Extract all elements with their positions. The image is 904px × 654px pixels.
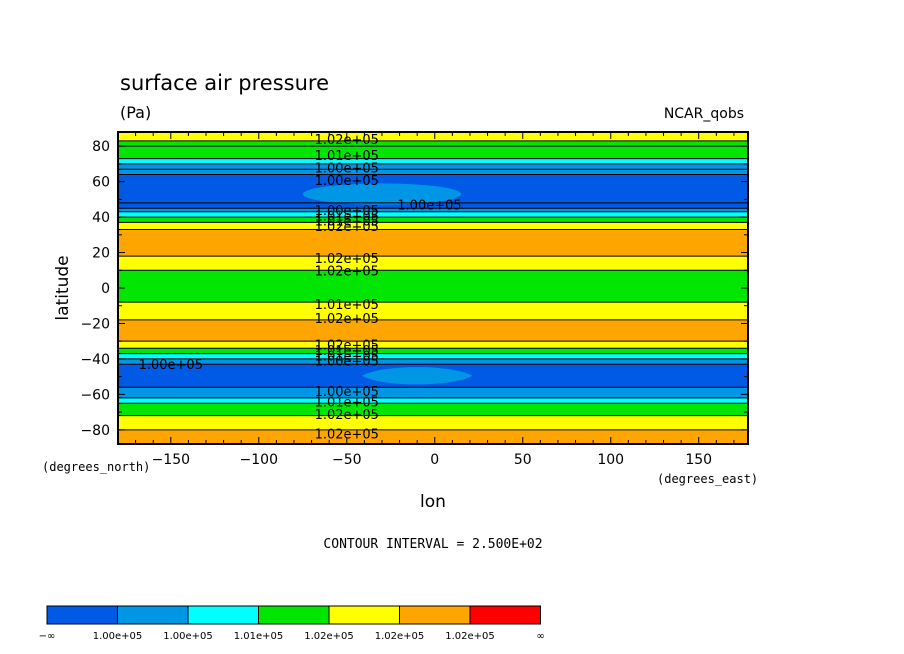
contour-band — [118, 353, 748, 359]
dataset-label: NCAR_qobs — [664, 106, 744, 122]
contour-label: 1.02e+05 — [315, 339, 379, 354]
contour-band — [118, 229, 748, 257]
x-tick-label: 0 — [430, 452, 439, 468]
y-tick-label: −20 — [80, 316, 110, 332]
contour-label: 1.01e+05 — [315, 209, 379, 224]
colorbar-label: 1.00e+05 — [93, 631, 143, 642]
colorbar-label: 1.01e+05 — [234, 631, 284, 642]
colorbar-label: 1.02e+05 — [304, 631, 354, 642]
x-tick-label: −100 — [240, 452, 278, 468]
y-tick-label: 40 — [92, 210, 110, 226]
contour-label: 1.02e+05 — [315, 264, 379, 279]
contour-label: 1.02e+05 — [315, 408, 379, 423]
contour-band — [118, 397, 748, 404]
contour-label: 1.02e+05 — [315, 220, 379, 235]
x-axis-label: lon — [420, 492, 446, 512]
contour-band — [118, 358, 748, 365]
colorbar-swatch — [258, 605, 330, 625]
contour-label: 1.02e+05 — [315, 312, 379, 327]
colorbar-swatch — [399, 605, 471, 625]
contour-label: 1.01e+05 — [315, 149, 379, 164]
colorbar-label: 1.00e+05 — [163, 631, 213, 642]
contour-label: 1.00e+05 — [315, 174, 379, 189]
colorbar-label: 1.02e+05 — [445, 631, 495, 642]
y-tick-label: 0 — [101, 281, 110, 297]
x-tick-label: 100 — [597, 452, 624, 468]
y-tick-label: 80 — [92, 139, 110, 155]
plot-area: 1.02e+051.01e+051.00e+051.00e+051.00e+05… — [118, 132, 748, 444]
contour-band — [118, 302, 748, 320]
y-axis-label: latitude — [53, 255, 73, 320]
contour-band — [118, 217, 748, 223]
contour-label: 1.00e+05 — [315, 204, 379, 219]
contour-band — [118, 256, 748, 271]
contour-region — [302, 183, 462, 205]
contour-band — [118, 132, 748, 141]
colorbar-swatch — [46, 605, 118, 625]
contour-band — [118, 429, 748, 444]
contour-label: 1.02e+05 — [315, 427, 379, 442]
contour-band — [118, 348, 748, 354]
contour-label: 1.02e+05 — [315, 252, 379, 267]
contour-band — [118, 415, 748, 430]
contour-band — [118, 158, 748, 164]
y-tick-label: −60 — [80, 387, 110, 403]
axes: −150 −100 −50 0 50 100 150 80 60 40 20 0 −20 −40 −60 −8… — [80, 131, 749, 468]
contour-band — [118, 341, 748, 349]
contour-label: 1.00e+05 — [315, 161, 379, 176]
x-tick-label: −150 — [152, 452, 190, 468]
chart-title: surface air pressure — [120, 71, 329, 95]
contour-fill: 1.02e+051.01e+051.00e+051.00e+051.00e+05… — [118, 132, 748, 444]
contour-band — [118, 387, 748, 398]
contour-label: 1.00e+05 — [315, 385, 379, 400]
y-tick-label: 60 — [92, 175, 110, 191]
colorbar-swatch — [187, 605, 259, 625]
contour-band — [118, 208, 748, 212]
colorbar-swatch — [328, 605, 400, 625]
contour-band — [118, 222, 748, 230]
contour-label: 1.01e+05 — [315, 395, 379, 410]
contour-region — [361, 367, 473, 385]
y-units-label: (degrees_north) — [42, 460, 150, 474]
contour-label: 1.00e+05 — [315, 355, 379, 370]
contour-band — [118, 211, 748, 218]
colorbar-label: ∞ — [536, 631, 544, 642]
contour-band — [118, 169, 748, 175]
contour-label: 1.01e+05 — [315, 298, 379, 313]
contour-interval-note: CONTOUR INTERVAL = 2.500E+02 — [323, 537, 542, 552]
contour-label: 1.01e+05 — [315, 344, 379, 359]
x-tick-label: 150 — [685, 452, 712, 468]
contour-label: 1.01e+05 — [315, 349, 379, 364]
y-tick-label: −80 — [80, 423, 110, 439]
contour-label: 1.02e+05 — [315, 133, 379, 148]
contour-label: 1.01e+05 — [315, 215, 379, 230]
colorbar-swatch — [469, 605, 541, 625]
y-tick-label: −40 — [80, 352, 110, 368]
contour-band — [118, 319, 748, 342]
colorbar-swatch — [117, 605, 189, 625]
colorbar-label: −∞ — [39, 631, 56, 642]
contour-label: 1.00e+05 — [397, 199, 461, 214]
y-tick-label: 20 — [92, 246, 110, 262]
contour-band — [118, 146, 748, 159]
contour-band — [118, 202, 748, 209]
x-tick-label: −50 — [332, 452, 362, 468]
colorbar-label: 1.02e+05 — [375, 631, 425, 642]
contour-band — [118, 140, 748, 147]
units-label: (Pa) — [120, 103, 151, 122]
x-tick-label: 50 — [514, 452, 532, 468]
contour-label: 1.00e+05 — [139, 358, 203, 373]
contour-band — [118, 270, 748, 303]
x-units-label: (degrees_east) — [657, 472, 758, 486]
colorbar: −∞ 1.00e+05 1.00e+05 1.01e+05 1.02e+05 1.02e+… — [39, 605, 545, 642]
contour-band — [118, 163, 748, 170]
contour-band — [118, 403, 748, 416]
